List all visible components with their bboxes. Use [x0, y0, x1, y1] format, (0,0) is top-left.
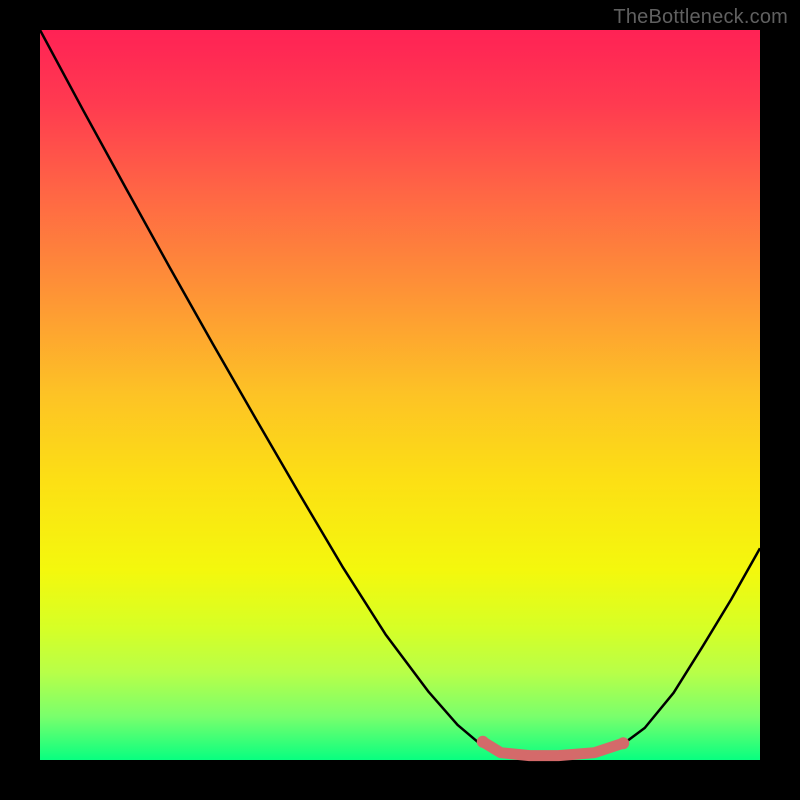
curve-svg — [40, 30, 760, 760]
watermark-text: TheBottleneck.com — [613, 6, 788, 29]
trough-highlight-path — [483, 742, 623, 756]
plot-area — [40, 30, 760, 760]
trough-end-marker — [617, 737, 629, 749]
trough-end-marker — [477, 736, 489, 748]
main-curve-path — [40, 30, 760, 756]
